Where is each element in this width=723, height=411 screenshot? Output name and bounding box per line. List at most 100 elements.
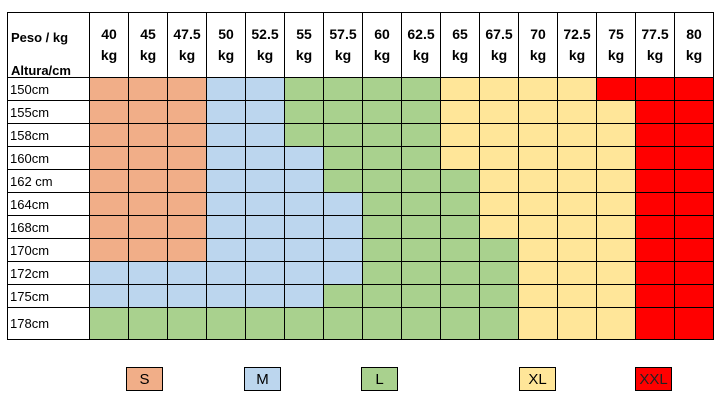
size-cell-xxl (596, 77, 636, 101)
size-cell-xxl (674, 192, 714, 216)
weight-value: 70 (530, 26, 546, 42)
size-cell-m (245, 77, 285, 101)
size-cell-l (284, 77, 324, 101)
size-cell-l (401, 238, 441, 262)
size-cell-xl (518, 261, 558, 285)
weight-value: 77.5 (641, 26, 669, 42)
weight-column-header: 70 kg (518, 12, 558, 78)
size-cell-l (323, 307, 363, 340)
size-cell-m (323, 192, 363, 216)
weight-column-header: 72.5 kg (557, 12, 597, 78)
size-cell-m (245, 100, 285, 124)
size-cell-l (245, 307, 285, 340)
size-cell-xl (479, 146, 519, 170)
size-cell-m (245, 146, 285, 170)
weight-unit: kg (529, 47, 547, 63)
size-cell-s (128, 123, 168, 147)
size-cell-l (479, 307, 519, 340)
size-cell-xl (557, 261, 597, 285)
weight-column-header: 52.5 kg (245, 12, 285, 78)
size-cell-l (401, 77, 441, 101)
size-cell-xl (596, 307, 636, 340)
size-cell-l (89, 307, 129, 340)
height-row-label: 178cm (7, 307, 90, 340)
size-cell-xl (557, 100, 597, 124)
size-cell-s (128, 192, 168, 216)
size-cell-s (89, 146, 129, 170)
weight-header-row: Peso / kg Altura/cm 40 kg 45 kg 47.5 kg 50 kg 52… (7, 12, 714, 78)
size-cell-xxl (635, 77, 675, 101)
size-cell-l (323, 100, 363, 124)
size-cell-xl (479, 215, 519, 239)
weight-unit: kg (256, 47, 274, 63)
size-cell-m (128, 261, 168, 285)
size-cell-xl (518, 169, 558, 193)
legend-m: M (244, 367, 281, 391)
size-cell-m (245, 284, 285, 308)
height-row-label: 162 cm (7, 169, 90, 193)
size-cell-m (245, 169, 285, 193)
height-row-label: 170cm (7, 238, 90, 262)
size-cell-l (440, 169, 480, 193)
size-cell-xxl (635, 284, 675, 308)
size-cell-s (128, 169, 168, 193)
size-cell-s (128, 146, 168, 170)
size-cell-s (167, 192, 207, 216)
weight-value: 50 (218, 26, 234, 42)
legend-xxl: XXL (635, 367, 672, 391)
weight-column-header: 50 kg (206, 12, 246, 78)
size-cell-xl (440, 100, 480, 124)
size-cell-l (479, 238, 519, 262)
size-cell-l (362, 169, 402, 193)
size-cell-m (128, 284, 168, 308)
weight-column-header: 67.5 kg (479, 12, 519, 78)
size-cell-l (440, 261, 480, 285)
size-cell-s (89, 123, 129, 147)
height-row: 158cm (7, 123, 714, 147)
size-cell-l (440, 307, 480, 340)
size-cell-l (362, 192, 402, 216)
height-row: 175cm (7, 284, 714, 308)
size-cell-l (206, 307, 246, 340)
size-cell-l (401, 123, 441, 147)
weight-value: 57.5 (329, 26, 357, 42)
size-cell-l (440, 192, 480, 216)
weight-column-header: 80 kg (674, 12, 714, 78)
size-cell-m (284, 169, 324, 193)
legend-xl: XL (519, 367, 556, 391)
size-cell-l (440, 215, 480, 239)
weight-unit: kg (685, 47, 703, 63)
size-cell-l (284, 100, 324, 124)
size-cell-xl (518, 146, 558, 170)
size-cell-l (401, 169, 441, 193)
height-row-label: 164cm (7, 192, 90, 216)
size-cell-xxl (635, 238, 675, 262)
size-cell-m (323, 215, 363, 239)
weight-value: 52.5 (251, 26, 279, 42)
size-cell-l (440, 238, 480, 262)
height-row-label: 175cm (7, 284, 90, 308)
size-cell-xl (596, 169, 636, 193)
weight-column-header: 62.5 kg (401, 12, 441, 78)
size-cell-xxl (635, 307, 675, 340)
size-cell-s (89, 192, 129, 216)
size-cell-l (362, 77, 402, 101)
size-cell-xl (596, 261, 636, 285)
size-cell-m (89, 284, 129, 308)
size-chart-table: Peso / kg Altura/cm 40 kg 45 kg 47.5 kg 50 kg 52… (7, 12, 714, 340)
height-row-label: 172cm (7, 261, 90, 285)
size-cell-xxl (674, 261, 714, 285)
size-cell-l (401, 192, 441, 216)
size-cell-xl (557, 192, 597, 216)
size-cell-xl (440, 146, 480, 170)
size-cell-l (401, 146, 441, 170)
weight-value: 80 (686, 26, 702, 42)
size-cell-m (284, 215, 324, 239)
height-row: 155cm (7, 100, 714, 124)
size-cell-xl (518, 192, 558, 216)
size-cell-xxl (635, 123, 675, 147)
size-cell-l (323, 284, 363, 308)
weight-unit: kg (568, 47, 586, 63)
height-row-label: 155cm (7, 100, 90, 124)
weight-value: 62.5 (407, 26, 435, 42)
